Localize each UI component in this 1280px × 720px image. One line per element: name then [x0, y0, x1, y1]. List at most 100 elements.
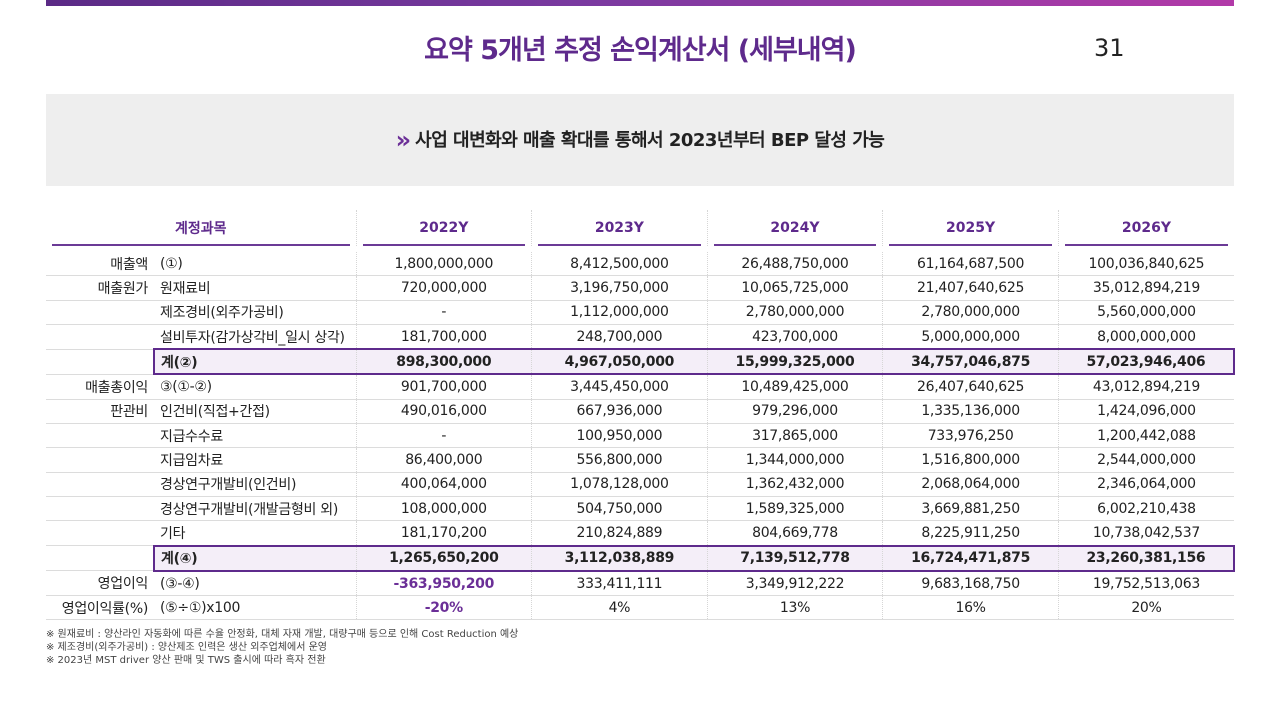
cell-value: 1,362,432,000	[706, 472, 883, 497]
cell-value: 3,445,450,000	[531, 374, 708, 400]
cell-value: 10,489,425,000	[706, 374, 883, 400]
row-category	[46, 349, 154, 375]
row-category: 매출원가	[46, 275, 154, 301]
summary-banner: » 사업 대변화와 매출 확대를 통해서 2023년부터 BEP 달성 가능	[46, 94, 1234, 186]
row-item: (⑤÷①)x100	[154, 595, 356, 621]
table-row: 경상연구개발비(인건비) 400,064,000 1,078,128,000 1,36…	[46, 472, 1234, 497]
header-year: 2022Y	[355, 210, 532, 246]
footnote: ※ 제조경비(외주가공비) : 양산제조 인력은 생산 외주업체에서 운영	[46, 642, 328, 653]
row-category	[46, 520, 154, 547]
row-category: 영업이익률(%)	[46, 595, 154, 621]
table-row: 매출액 (①) 1,800,000,000 8,412,500,000 26,488,7…	[46, 252, 1234, 277]
table-row: 매출총이익 ③(①-②) 901,700,000 3,445,450,000 10,48…	[46, 374, 1234, 400]
row-item: 인건비(직접+간접)	[154, 399, 356, 425]
cell-value: 1,516,800,000	[882, 447, 1059, 473]
row-category	[46, 423, 154, 449]
cell-value: 9,683,168,750	[882, 570, 1059, 597]
row-category: 매출액	[46, 252, 154, 277]
cell-value: 5,000,000,000	[882, 324, 1059, 350]
row-item: 경상연구개발비(개발금형비 외)	[154, 496, 356, 522]
cell-value: 61,164,687,500	[882, 252, 1059, 277]
subtotal-row: 계(②) 898,300,000 4,967,050,000 15,999,325,0…	[46, 348, 1235, 376]
cell-value: 2,780,000,000	[706, 300, 883, 325]
header-year: 2023Y	[531, 210, 708, 246]
header-account: 계정과목	[46, 210, 356, 246]
cell-value: 1,344,000,000	[706, 447, 883, 473]
cell-value: 43,012,894,219	[1057, 374, 1234, 400]
cell-value: -20%	[355, 595, 532, 621]
cell-value: 21,407,640,625	[882, 275, 1059, 301]
cell-value: 5,560,000,000	[1057, 300, 1234, 325]
cell-value: 2,346,064,000	[1057, 472, 1234, 497]
row-item: 계(②)	[153, 348, 356, 376]
cell-value: 100,036,840,625	[1057, 252, 1234, 277]
cell-value: 2,780,000,000	[882, 300, 1059, 325]
row-item: 경상연구개발비(인건비)	[154, 472, 356, 497]
page-title: 요약 5개년 추정 손익계산서 (세부내역)	[424, 35, 857, 66]
cell-value: 2,068,064,000	[882, 472, 1059, 497]
cell-value: 317,865,000	[706, 423, 883, 449]
cell-value: 26,488,750,000	[706, 252, 883, 277]
cell-value: 3,669,881,250	[882, 496, 1059, 522]
top-accent-bar	[46, 0, 1234, 6]
cell-value: 979,296,000	[706, 399, 883, 425]
row-category	[46, 472, 154, 497]
cell-value: 15,999,325,000	[706, 348, 883, 376]
income-statement-table-wrap: 계정과목 2022Y 2023Y 2024Y 2025Y 2026Y 매출액 (①…	[46, 210, 1235, 621]
cell-value: 10,738,042,537	[1057, 520, 1234, 547]
cell-value: 1,424,096,000	[1057, 399, 1234, 425]
cell-value: 8,000,000,000	[1057, 324, 1234, 350]
chevron-right-icon: »	[395, 126, 411, 154]
income-statement-table: 계정과목 2022Y 2023Y 2024Y 2025Y 2026Y 매출액 (①…	[46, 210, 1235, 621]
cell-value: -	[355, 423, 532, 449]
cell-value: 10,065,725,000	[706, 275, 883, 301]
table-row: 영업이익 (③-④) -363,950,200 333,411,111 3,349,91…	[46, 570, 1234, 597]
row-item: 지급임차료	[154, 447, 356, 473]
table-body: 매출액 (①) 1,800,000,000 8,412,500,000 26,488,7…	[46, 246, 1235, 621]
cell-value: 1,265,650,200	[355, 544, 532, 572]
cell-value: 556,800,000	[531, 447, 708, 473]
cell-value: 34,757,046,875	[882, 348, 1059, 376]
cell-value: 23,260,381,156	[1057, 544, 1235, 572]
row-category: 판관비	[46, 399, 154, 425]
cell-value: 898,300,000	[355, 348, 532, 376]
table-row: 제조경비(외주가공비) -1,112,000,000 2,780,000,000 2,…	[46, 300, 1234, 325]
header-year: 2026Y	[1057, 210, 1234, 246]
cell-value: 667,936,000	[531, 399, 708, 425]
cell-value: 1,200,442,088	[1057, 423, 1234, 449]
cell-value: 1,078,128,000	[531, 472, 708, 497]
cell-value: 20%	[1057, 595, 1234, 621]
cell-value: 4,967,050,000	[531, 348, 708, 376]
row-item: 제조경비(외주가공비)	[154, 300, 356, 325]
cell-value: 1,112,000,000	[531, 300, 708, 325]
cell-value: 901,700,000	[355, 374, 532, 400]
row-item: 지급수수료	[154, 423, 356, 449]
row-item: ③(①-②)	[154, 374, 356, 400]
footnotes: ※ 원재료비 : 양산라인 자동화에 따른 수율 안정화, 대체 자재 개발, …	[46, 628, 518, 667]
cell-value: -	[355, 300, 532, 325]
cell-value: 490,016,000	[355, 399, 532, 425]
cell-value: 181,700,000	[355, 324, 532, 350]
row-category	[46, 496, 154, 522]
cell-value: -363,950,200	[355, 570, 532, 597]
cell-value: 3,196,750,000	[531, 275, 708, 301]
cell-value: 86,400,000	[355, 447, 532, 473]
cell-value: 1,800,000,000	[355, 252, 532, 277]
row-category	[46, 324, 154, 350]
row-item: 설비투자(감가상각비_일시 상각)	[154, 324, 356, 350]
cell-value: 3,349,912,222	[706, 570, 883, 597]
row-category: 매출총이익	[46, 374, 154, 400]
cell-value: 4%	[531, 595, 708, 621]
cell-value: 108,000,000	[355, 496, 532, 522]
row-item: 기타	[154, 520, 356, 547]
footnote: ※ 원재료비 : 양산라인 자동화에 따른 수율 안정화, 대체 자재 개발, …	[46, 629, 519, 640]
cell-value: 181,170,200	[355, 520, 532, 547]
row-item: (①)	[154, 252, 356, 277]
cell-value: 2,544,000,000	[1057, 447, 1234, 473]
header-year: 2024Y	[706, 210, 883, 246]
footnote: ※ 2023년 MST driver 양산 판매 및 TWS 출시에 따라 흑자…	[46, 655, 326, 666]
cell-value: 16%	[882, 595, 1059, 621]
cell-value: 400,064,000	[355, 472, 532, 497]
cell-value: 504,750,000	[531, 496, 708, 522]
cell-value: 720,000,000	[355, 275, 532, 301]
